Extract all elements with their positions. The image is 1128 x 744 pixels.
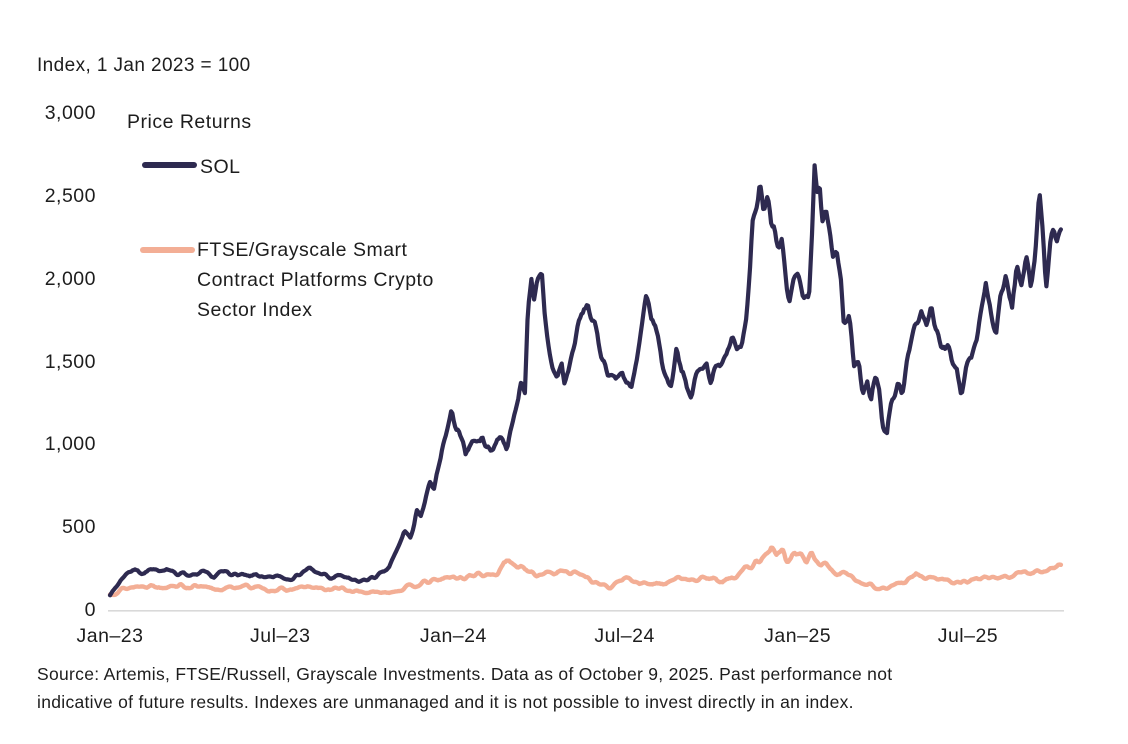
- legend-label-ftse-line-2: Contract Platforms Crypto: [197, 269, 434, 291]
- y-tick-label: 500: [61, 516, 96, 539]
- x-tick-label: Jan–25: [764, 625, 832, 647]
- legend-label-ftse-grayscale-index: FTSE/Grayscale Smart Contract Platforms …: [197, 235, 434, 325]
- source-note: Source: Artemis, FTSE/Russell, Grayscale…: [37, 661, 892, 716]
- series-line-ftse-grayscale-index: [107, 545, 1064, 598]
- legend-label-sol-line: SOL: [200, 156, 241, 178]
- legend-label-ftse-line-3: Sector Index: [197, 299, 313, 321]
- x-tick-label: Jul–25: [937, 625, 999, 647]
- y-tick-label: 2,000: [44, 267, 96, 290]
- y-tick-label: 3,000: [44, 102, 96, 124]
- source-note-line-2: indicative of future results. Indexes ar…: [37, 691, 854, 712]
- x-tick-label: Jan–23: [76, 625, 144, 647]
- legend-heading: Price Returns: [127, 111, 252, 133]
- y-tick-label: 1,500: [44, 350, 96, 373]
- y-tick-label: 2,500: [44, 184, 96, 207]
- legend-swatch-ftse-grayscale-index: [140, 247, 195, 253]
- x-tick-label: Jan–24: [419, 625, 487, 647]
- source-note-line-1: Source: Artemis, FTSE/Russell, Grayscale…: [37, 664, 893, 684]
- chart-title: Index, 1 Jan 2023 = 100: [37, 55, 251, 76]
- y-tick-label: 0: [84, 599, 96, 621]
- legend-label-ftse-line-1: FTSE/Grayscale Smart: [197, 239, 408, 261]
- y-tick-label: 1,000: [44, 433, 96, 456]
- series-line-sol: [107, 163, 1063, 598]
- legend-label-sol: SOL: [200, 152, 241, 182]
- legend-swatch-sol: [142, 162, 197, 168]
- x-tick-label: Jul–24: [594, 625, 655, 647]
- x-tick-label: Jul–23: [250, 625, 311, 647]
